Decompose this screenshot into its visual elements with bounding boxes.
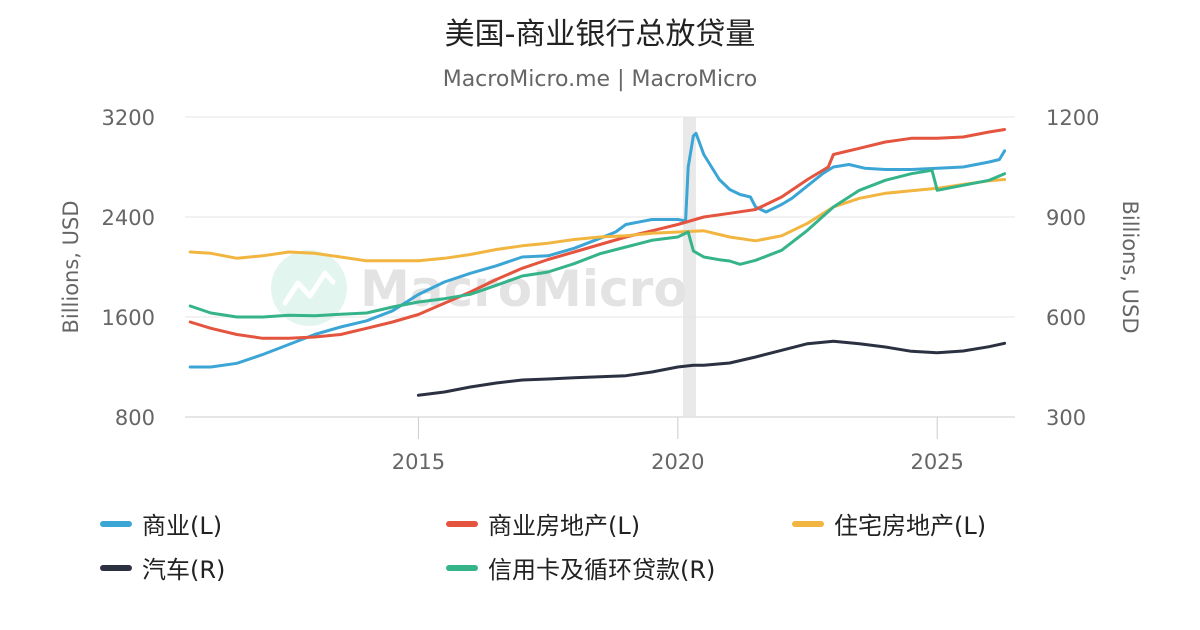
- grid-layer: [185, 116, 1015, 418]
- watermark-logo-mark: [282, 270, 336, 306]
- left-axis-label: Billions, USD: [59, 200, 83, 333]
- watermark-logo-icon: [271, 250, 347, 326]
- watermark: MacroMicro: [271, 250, 688, 326]
- chart-title: 美国-商业银行总放贷量: [445, 17, 756, 52]
- right-tick-label: 900: [1046, 206, 1086, 230]
- legend-item[interactable]: 住宅房地产(L): [792, 506, 986, 541]
- axis-layer: 800 1600 2400 3200 300 600 900 1200 2015 2020 2025: [102, 106, 1100, 474]
- chart-subtitle: MacroMicro.me | MacroMicro: [443, 67, 758, 92]
- x-tick-label: 2025: [910, 450, 963, 474]
- legend-swatch: [792, 520, 824, 527]
- series-line: [188, 131, 1007, 369]
- right-axis-label: Billions, USD: [1118, 200, 1142, 333]
- legend-item[interactable]: 商业(L): [100, 506, 222, 541]
- left-tick-label: 2400: [102, 206, 155, 230]
- left-tick-label: 800: [115, 406, 155, 430]
- right-tick-label: 300: [1046, 406, 1086, 430]
- legend-swatch: [100, 564, 132, 571]
- legend-swatch: [100, 520, 132, 527]
- right-tick-label: 1200: [1046, 106, 1099, 130]
- legend-item[interactable]: 商业房地产(L): [446, 506, 640, 541]
- watermark-text: MacroMicro: [360, 260, 688, 318]
- legend-item[interactable]: 信用卡及循环贷款(R): [446, 550, 715, 585]
- legend-swatch: [446, 564, 478, 571]
- legend-label: 商业(L): [142, 512, 223, 540]
- left-tick-label: 1600: [102, 306, 155, 330]
- right-tick-label: 600: [1046, 306, 1086, 330]
- x-tick-label: 2020: [651, 450, 704, 474]
- x-tick-label: 2015: [392, 450, 445, 474]
- legend-label: 商业房地产(L): [488, 512, 641, 540]
- legend-label: 住宅房地产(L): [834, 512, 987, 540]
- series-line: [188, 168, 1007, 319]
- series-line: [188, 178, 1007, 263]
- legend-item[interactable]: 汽车(R): [100, 550, 225, 585]
- series-layer: [188, 128, 1007, 397]
- legend-label: 汽车(R): [142, 556, 226, 584]
- legend-label: 信用卡及循环贷款(R): [488, 556, 716, 584]
- series-line: [416, 339, 1007, 397]
- legend-swatch: [446, 520, 478, 527]
- left-tick-label: 3200: [102, 106, 155, 130]
